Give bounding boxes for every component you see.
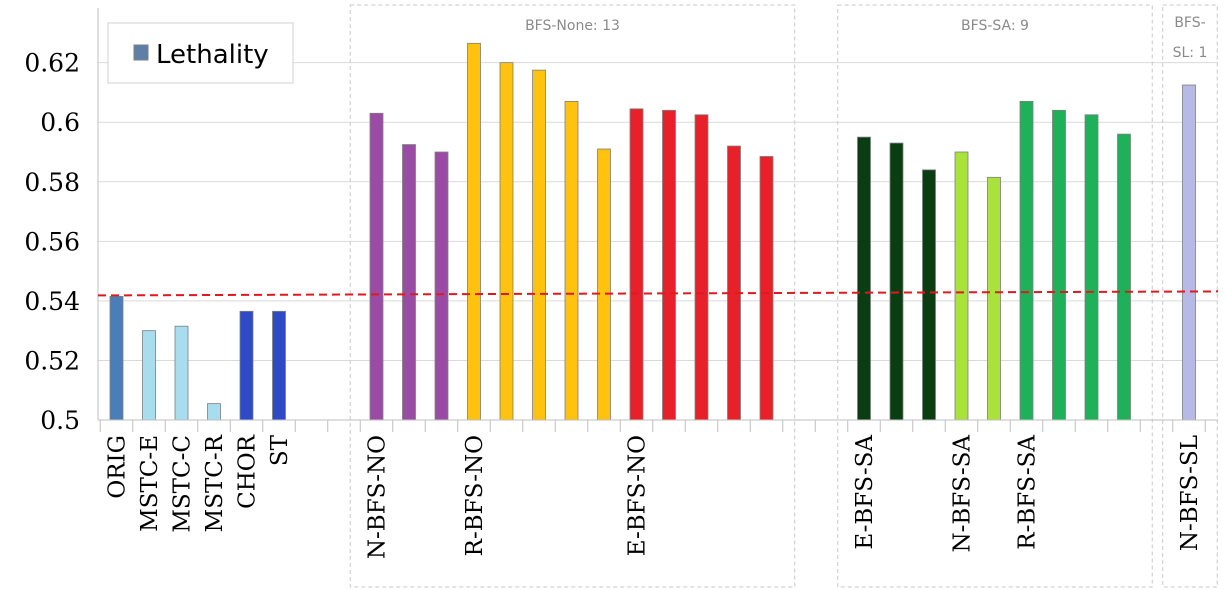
reference-line-dashed <box>97 290 1219 297</box>
x-tick-label: MSTC-C <box>170 435 196 533</box>
group-box <box>349 4 796 588</box>
x-tick-label: R-BFS-SA <box>1015 435 1041 550</box>
bar <box>857 136 871 421</box>
bar <box>1117 133 1131 421</box>
bar <box>629 108 644 421</box>
y-axis: 0.5 0.52 0.54 0.56 0.58 0.6 0.62 <box>24 8 99 435</box>
bar <box>142 330 156 421</box>
reference-line <box>97 290 1219 297</box>
x-tick-label: E-BFS-SA <box>852 435 878 550</box>
bar <box>1182 84 1196 421</box>
bar <box>402 144 416 421</box>
bars <box>109 42 1196 421</box>
x-tick-label: E-BFS-NO <box>625 435 651 556</box>
legend: Lethality <box>107 22 294 84</box>
bar <box>1052 109 1066 421</box>
bar <box>532 69 546 421</box>
bar <box>954 151 969 421</box>
y-tick-label: 0.56 <box>24 227 80 256</box>
x-tick-label: N-BFS-NO <box>365 435 391 559</box>
y-tick-label: 0.6 <box>40 108 80 137</box>
bar <box>1019 100 1034 421</box>
legend-swatch <box>133 44 149 61</box>
bar <box>174 325 189 421</box>
y-tick-label: 0.52 <box>24 346 80 375</box>
y-tick-label: 0.58 <box>24 168 80 197</box>
bar <box>1084 114 1099 421</box>
x-tick-label: R-BFS-NO <box>462 435 488 556</box>
x-axis: ORIG MSTC-E MSTC-C MSTC-R CHOR ST N-BFS-NO R-BF… <box>98 419 1218 559</box>
bar <box>727 145 741 421</box>
x-tick-label: MSTC-E <box>137 435 163 532</box>
bar <box>272 310 286 421</box>
y-tick-label: 0.62 <box>24 49 80 78</box>
x-tick-label: CHOR <box>235 434 261 509</box>
group-label: SL: 1 <box>1173 45 1208 61</box>
group-box <box>1162 4 1218 588</box>
y-tick-label: 0.54 <box>24 287 80 316</box>
group-label: BFS- <box>1174 15 1205 31</box>
x-tick-label: MSTC-R <box>202 434 228 532</box>
x-tick-label: N-BFS-SL <box>1177 435 1203 551</box>
x-tick-label: ORIG <box>105 435 131 499</box>
bar <box>922 169 936 421</box>
bar <box>369 112 384 421</box>
bar <box>467 42 481 421</box>
group-label: BFS-SA: 9 <box>961 18 1029 34</box>
bar <box>239 310 254 421</box>
y-tick-label: 0.5 <box>40 406 80 435</box>
bar <box>434 151 449 421</box>
bar <box>207 403 221 421</box>
legend-label: Lethality <box>156 40 269 70</box>
group-box <box>837 4 1153 588</box>
bar <box>987 176 1001 421</box>
bar <box>564 100 579 421</box>
x-tick-label: ST <box>267 434 293 466</box>
gridlines <box>98 62 1218 361</box>
bar <box>694 114 709 421</box>
group-boxes: BFS-None: 13 BFS-SA: 9 BFS- SL: 1 <box>349 4 1218 588</box>
bar <box>597 148 611 421</box>
bar <box>109 296 124 421</box>
bar <box>499 62 514 421</box>
x-tick-label: N-BFS-SA <box>950 435 976 553</box>
bar <box>759 156 774 421</box>
bar <box>889 142 904 421</box>
bar <box>662 109 676 421</box>
group-label: BFS-None: 13 <box>525 18 620 34</box>
